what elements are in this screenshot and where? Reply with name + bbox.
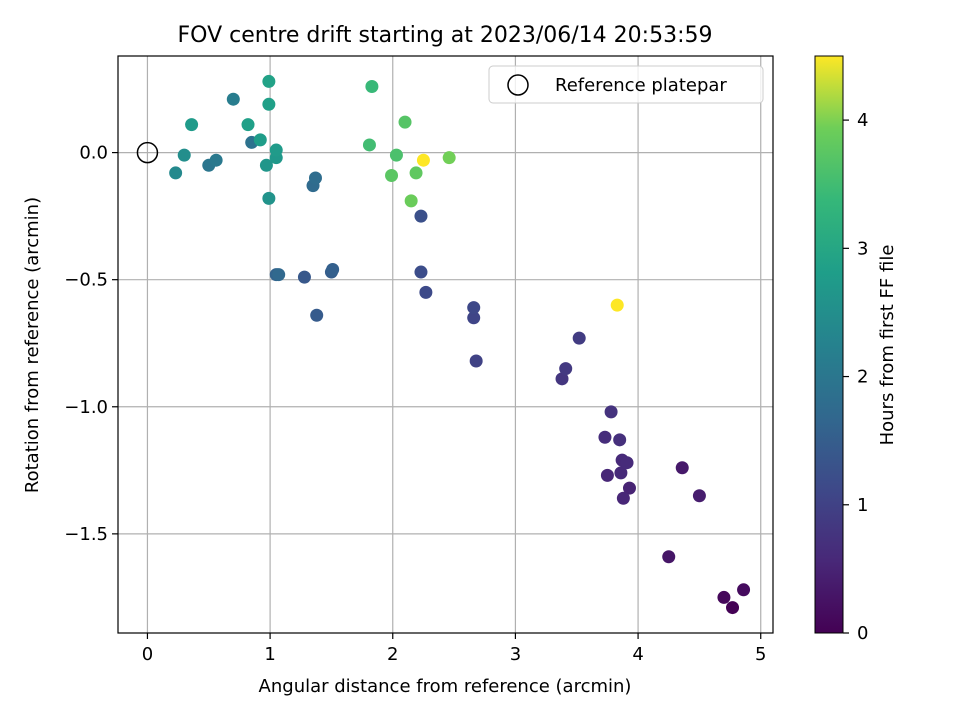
scatter-point xyxy=(409,166,423,180)
scatter-point xyxy=(297,270,311,284)
scatter-point xyxy=(675,461,689,475)
scatter-point xyxy=(269,143,283,157)
scatter-point xyxy=(419,285,433,299)
scatter-point xyxy=(241,118,255,132)
x-tick-label: 0 xyxy=(142,644,153,665)
scatter-point xyxy=(442,151,456,165)
scatter-point xyxy=(385,168,399,182)
scatter-point xyxy=(308,171,322,185)
scatter-point xyxy=(559,362,573,376)
scatter-point xyxy=(169,166,183,180)
y-axis-label: Rotation from reference (arcmin) xyxy=(22,197,43,493)
scatter-point xyxy=(469,354,483,368)
scatter-point xyxy=(616,491,630,505)
scatter-point xyxy=(404,194,418,208)
reference-platepar-marker xyxy=(136,141,159,164)
scatter-point xyxy=(253,133,267,147)
scatter-point xyxy=(362,138,376,152)
x-tick-label: 3 xyxy=(510,644,521,665)
scatter-point xyxy=(226,92,240,106)
x-tick-label: 1 xyxy=(264,644,275,665)
scatter-point xyxy=(613,433,627,447)
scatter-point xyxy=(414,209,428,223)
scatter-point xyxy=(600,468,614,482)
scatter-point xyxy=(662,550,676,564)
colorbar-tick-label: 1 xyxy=(857,495,868,516)
scatter-point xyxy=(310,308,324,322)
scatter-point xyxy=(610,298,624,312)
scatter-point xyxy=(467,301,481,315)
legend: Reference platepar xyxy=(488,65,764,104)
scatter-point xyxy=(604,405,618,419)
legend-box xyxy=(488,65,764,104)
y-tick-label: −0.5 xyxy=(64,270,108,291)
x-tick-label: 5 xyxy=(755,644,766,665)
scatter-point xyxy=(467,311,481,325)
colorbar-label: Hours from first FF file xyxy=(877,245,898,446)
legend-entry-label: Reference platepar xyxy=(555,75,727,96)
scatter-point xyxy=(177,148,191,162)
scatter-point xyxy=(209,153,223,167)
scatter-point xyxy=(262,74,276,88)
colorbar-tick-label: 0 xyxy=(857,623,868,644)
y-tick-label: −1.5 xyxy=(64,524,108,545)
scatter-point xyxy=(398,115,412,129)
colorbar-gradient xyxy=(814,55,844,634)
x-tick-label: 4 xyxy=(632,644,643,665)
colorbar-tick-label: 2 xyxy=(857,367,868,388)
plot-area-frame xyxy=(117,55,774,634)
points-layer xyxy=(136,74,751,615)
colorbar-tick-label: 3 xyxy=(857,238,868,259)
scatter-point xyxy=(555,372,569,386)
scatter-point xyxy=(416,153,430,167)
scatter-point xyxy=(259,158,273,172)
x-tick-label: 2 xyxy=(387,644,398,665)
colorbar-tick-label: 4 xyxy=(857,110,868,131)
scatter-point xyxy=(622,481,636,495)
scatter-point xyxy=(737,583,751,597)
scatter-point xyxy=(272,268,286,282)
scatter-point xyxy=(572,331,586,345)
colorbar-ticks: 0 1 2 3 4 xyxy=(843,110,868,644)
chart-title: FOV centre drift starting at 2023/06/14 … xyxy=(178,23,713,48)
scatter-point xyxy=(389,148,403,162)
scatter-point xyxy=(717,590,731,604)
y-tick-label: −1.0 xyxy=(64,397,108,418)
scatter-point xyxy=(414,265,428,279)
scatter-point xyxy=(326,263,340,277)
scatter-point xyxy=(614,466,628,480)
grid-layer xyxy=(118,56,773,633)
y-tick-label: 0.0 xyxy=(79,143,108,164)
legend-marker-open-circle xyxy=(507,74,529,96)
scatter-point xyxy=(726,601,740,615)
scatter-point xyxy=(262,191,276,205)
ticks-layer: 0 1 2 3 4 5 0.0 −0.5 −1.0 −1.5 xyxy=(64,143,766,665)
scatter-point xyxy=(692,489,706,503)
scatter-point xyxy=(185,118,199,132)
scatter-point xyxy=(598,430,612,444)
scatter-point xyxy=(620,456,634,470)
scatter-point xyxy=(262,97,276,111)
x-axis-label: Angular distance from reference (arcmin) xyxy=(259,676,632,697)
scatter-point xyxy=(365,80,379,94)
